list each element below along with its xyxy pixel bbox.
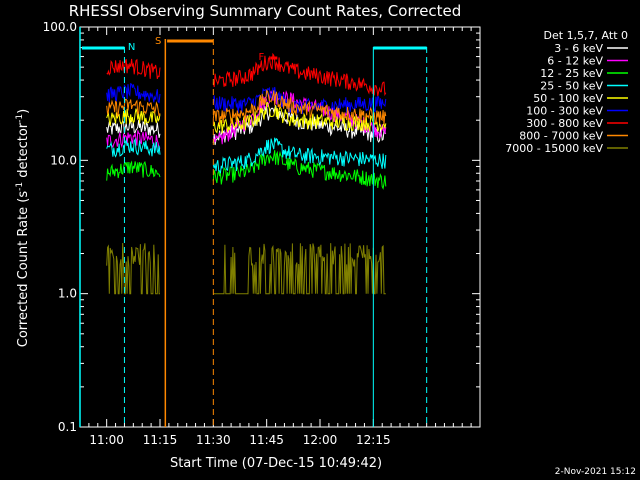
series-lines: [106, 52, 387, 295]
chart-title: RHESSI Observing Summary Count Rates, Co…: [69, 2, 462, 20]
legend-label-3: 25 - 50 keV: [540, 80, 603, 93]
series-line-7-seg-1: [212, 89, 387, 125]
series-line-6-seg-0: [106, 58, 161, 80]
series-line-4-seg-0: [106, 108, 161, 126]
series-line-4-seg-1: [212, 102, 387, 134]
flag-label-F: F: [258, 52, 264, 63]
series-line-3-seg-1: [212, 137, 387, 174]
y-label-part2: detector: [16, 122, 31, 182]
series-line-1-seg-0: [106, 130, 161, 151]
flag-label-N: N: [128, 42, 135, 53]
series-line-3-seg-0: [106, 137, 161, 158]
series-line-8-seg-0: [106, 242, 160, 295]
series-line-5-seg-0: [106, 82, 161, 104]
series-line-7-seg-0: [106, 98, 161, 118]
series-line-5-seg-1: [212, 86, 387, 115]
legend-label-6: 300 - 800 keV: [526, 117, 603, 130]
footer-timestamp: 2-Nov-2021 15:12: [555, 467, 636, 477]
x-tick-label-4: 12:00: [303, 433, 338, 447]
y-tick-label-0: 100.0: [43, 20, 77, 34]
flag-label-S: S: [155, 36, 161, 47]
y-label-part3: ): [16, 109, 31, 114]
legend-label-8: 7000 - 15000 keV: [505, 142, 603, 155]
x-tick-label-5: 12:15: [356, 433, 391, 447]
legend-header: Det 1,5,7, Att 0: [544, 29, 628, 42]
legend-label-1: 6 - 12 keV: [547, 55, 603, 68]
series-line-8-seg-1: [213, 243, 386, 295]
legend-label-2: 12 - 25 keV: [540, 67, 603, 80]
y-tick-label-1: 10.0: [50, 153, 77, 167]
y-label-part1: Corrected Count Rate (s: [16, 191, 31, 348]
flag-marks: N S F: [79, 27, 428, 427]
x-tick-label-0: 11:00: [89, 433, 124, 447]
legend-label-4: 50 - 100 keV: [533, 92, 603, 105]
x-tick-label-1: 11:15: [143, 433, 178, 447]
x-tick-label-2: 11:30: [196, 433, 231, 447]
x-axis-label: Start Time (07-Dec-15 10:49:42): [170, 456, 382, 471]
y-label-sup1: -1: [15, 182, 25, 191]
x-tick-label-3: 11:45: [249, 433, 284, 447]
y-axis-label: Corrected Count Rate (s-1 detector-1): [15, 109, 31, 347]
series-line-2-seg-1: [212, 150, 387, 190]
series-line-2-seg-0: [106, 160, 161, 181]
legend-label-7: 800 - 7000 keV: [519, 130, 603, 143]
y-tick-label-3: 0.1: [58, 420, 77, 434]
y-tick-label-2: 1.0: [58, 287, 77, 301]
y-label-sup2: -1: [15, 114, 25, 123]
legend-label-5: 100 - 300 keV: [526, 105, 603, 118]
series-line-6-seg-1: [212, 52, 387, 97]
legend-label-0: 3 - 6 keV: [554, 42, 603, 55]
